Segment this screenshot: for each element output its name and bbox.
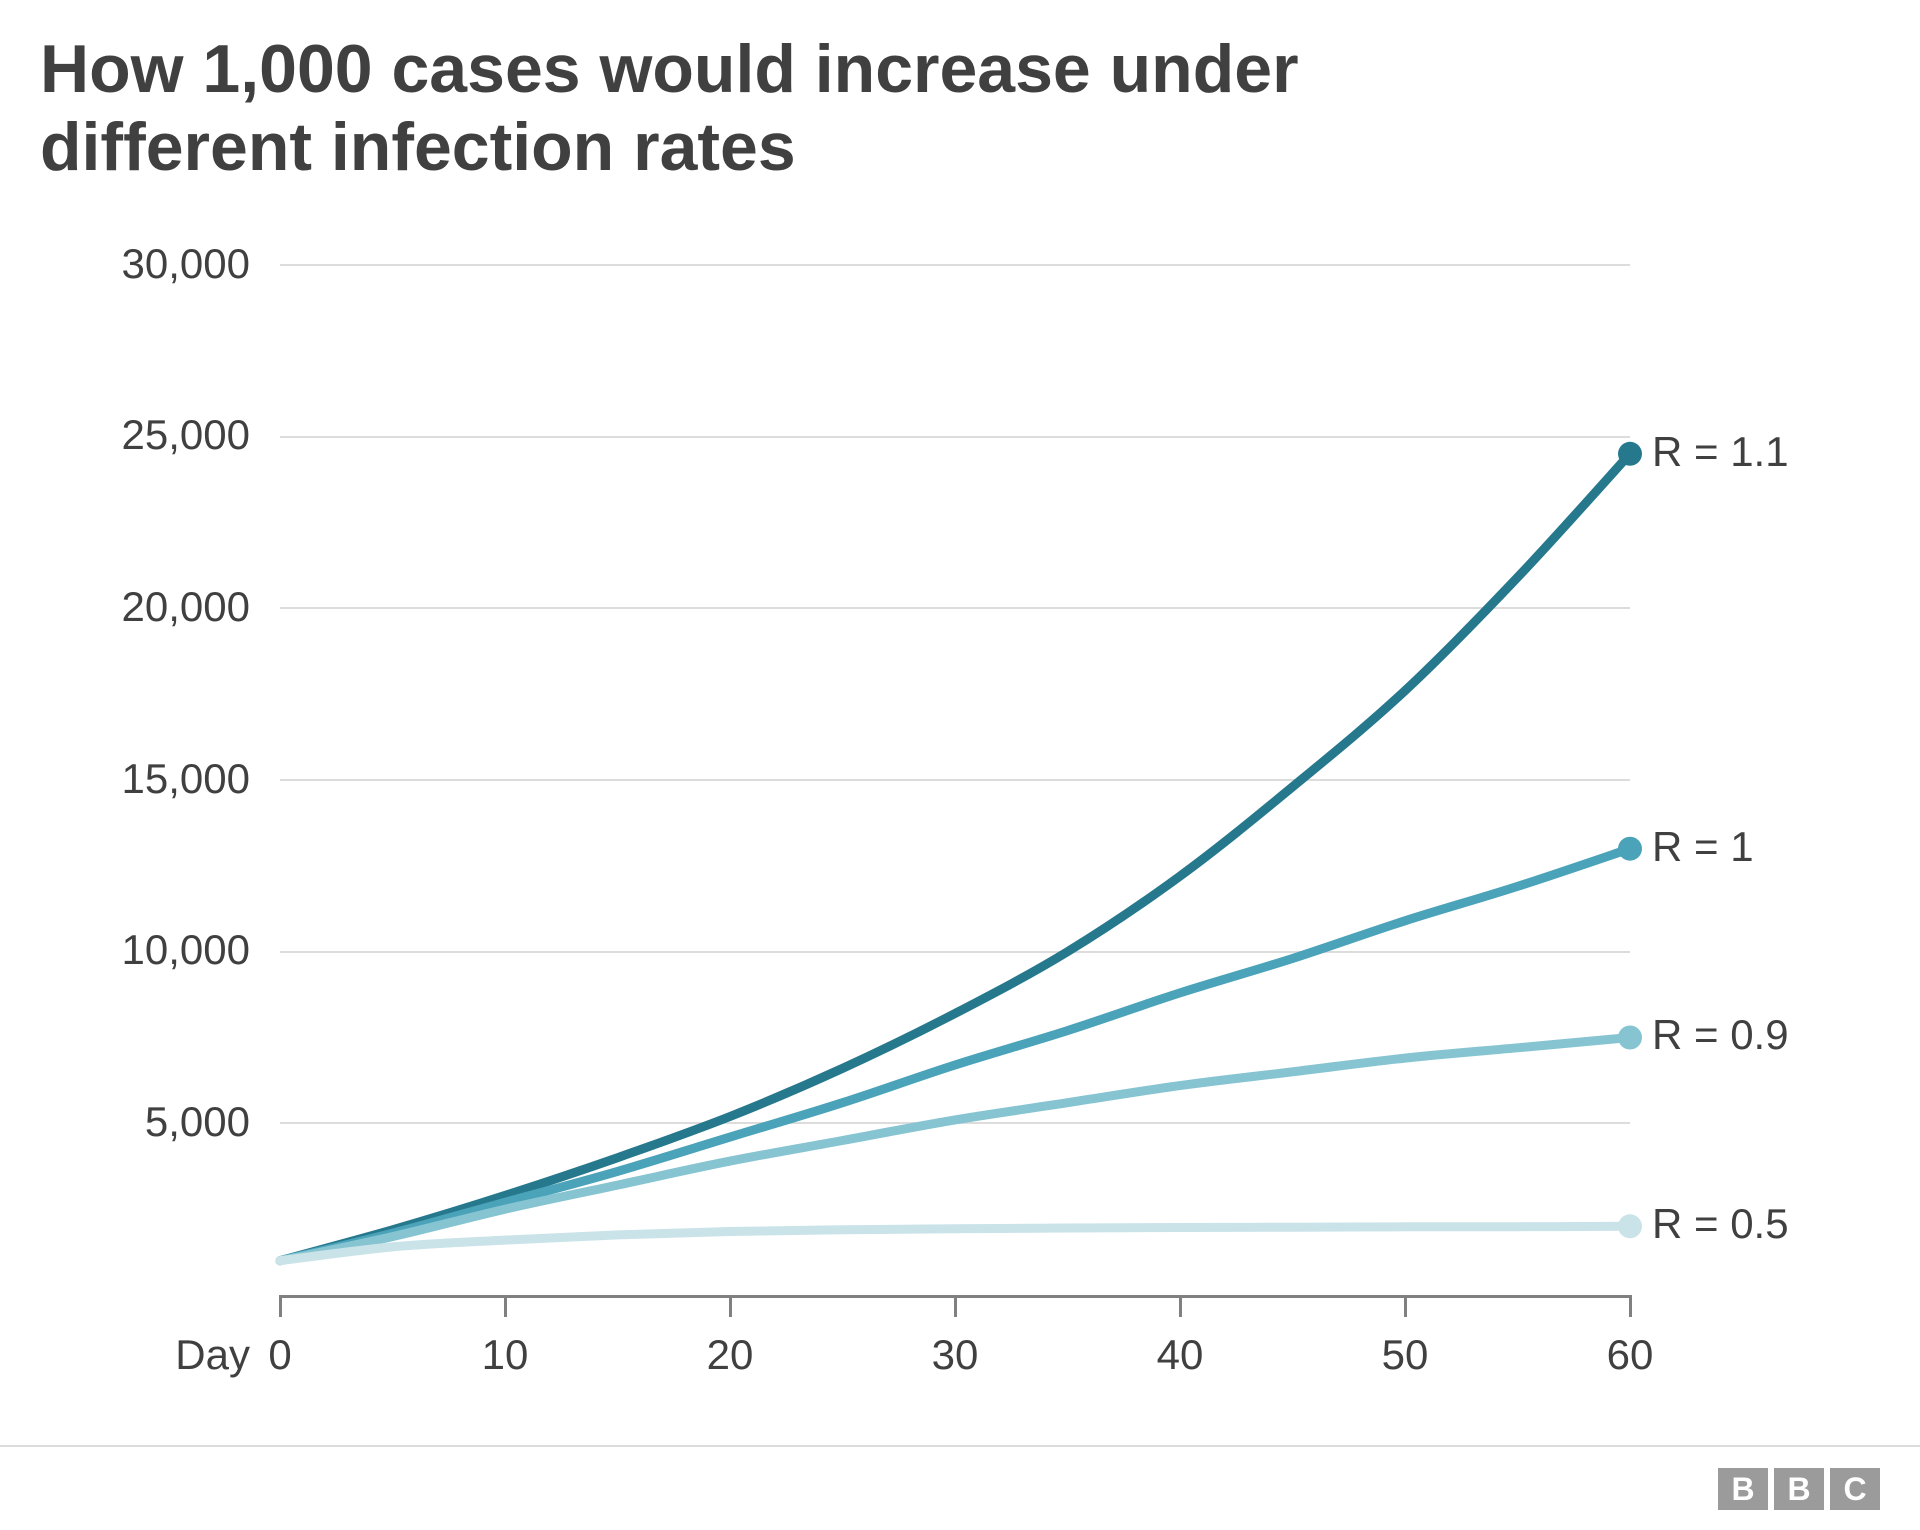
series-label: R = 1 — [1652, 823, 1754, 871]
bbc-logo-block: B — [1718, 1468, 1768, 1510]
series-end-marker — [1618, 1026, 1642, 1050]
chart-figure: How 1,000 cases would increase underdiff… — [0, 0, 1920, 1530]
series-end-marker — [1618, 442, 1642, 466]
series-line — [280, 1226, 1630, 1260]
series-end-marker — [1618, 837, 1642, 861]
bbc-logo-block: B — [1774, 1468, 1824, 1510]
series-label: R = 0.5 — [1652, 1200, 1789, 1248]
series-label: R = 0.9 — [1652, 1011, 1789, 1059]
bbc-logo: B B C — [1718, 1468, 1880, 1510]
lines-layer — [0, 0, 1920, 1530]
series-line — [280, 454, 1630, 1261]
bbc-logo-block: C — [1830, 1468, 1880, 1510]
series-end-marker — [1618, 1214, 1642, 1238]
plot-area: 5,00010,00015,00020,00025,00030,00001020… — [0, 0, 1920, 1530]
series-label: R = 1.1 — [1652, 428, 1789, 476]
footer-separator — [0, 1445, 1920, 1447]
